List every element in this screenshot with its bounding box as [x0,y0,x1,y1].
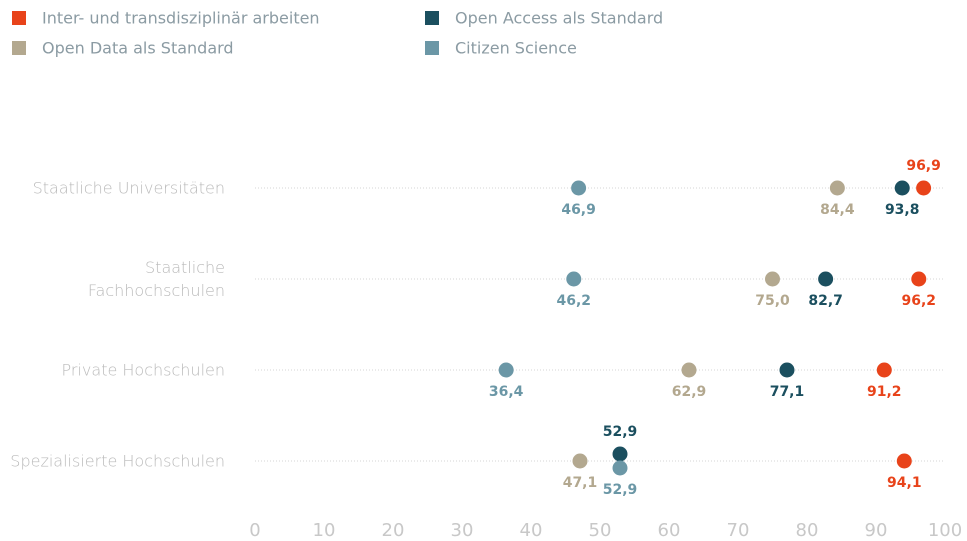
category-label: Staatliche Fachhochschulen [87,258,225,300]
dot [916,180,932,196]
dot [765,271,780,287]
x-tick-label: 70 [727,520,750,541]
dot [896,453,912,469]
dot [911,271,927,287]
value-label: 75,0 [755,293,790,309]
legend-label: Citizen Science [455,39,577,58]
dot [818,271,834,287]
category-label: Private Hochschulen [61,360,225,380]
dot [612,460,628,476]
value-label: 93,8 [885,202,920,218]
value-label: 62,9 [672,384,707,400]
value-label: 96,2 [902,293,937,309]
value-label: 82,7 [808,293,843,309]
x-tick-label: 20 [382,520,405,541]
value-label: 96,9 [906,158,941,174]
x-tick-label: 40 [520,520,543,541]
legend-swatch [12,11,26,25]
legend-label: Open Access als Standard [455,9,663,28]
legend-label: Open Data als Standard [42,39,234,58]
dot [572,453,588,469]
dot [566,271,582,287]
value-label: 52,9 [603,424,638,440]
legend-swatch [12,41,26,55]
dot [829,180,845,196]
x-tick-label: 60 [658,520,681,541]
dot [498,362,514,378]
x-tick-label: 50 [589,520,612,541]
value-label: 52,9 [603,482,638,498]
value-label: 77,1 [770,384,805,400]
dot [612,446,628,462]
value-label: 47,1 [563,475,598,491]
x-tick-label: 10 [313,520,336,541]
x-tick-label: 90 [865,520,888,541]
category-label: Spezialisierte Hochschulen [10,451,225,471]
x-tick-label: 80 [796,520,819,541]
value-label: 84,4 [820,202,855,218]
dot [681,362,697,378]
dot [571,180,587,196]
value-label: 94,1 [887,475,922,491]
x-tick-label: 100 [928,520,962,541]
value-label: 91,2 [867,384,902,400]
dot [876,362,892,378]
legend-swatch [425,11,439,25]
legend-label: Inter- und transdisziplinär arbeiten [42,9,320,28]
dot [779,362,795,378]
x-tick-label: 30 [451,520,474,541]
value-label: 46,2 [557,293,592,309]
category-label: Staatliche Universitäten [32,178,225,198]
value-label: 46,9 [561,202,596,218]
legend-swatch [425,41,439,55]
value-label: 36,4 [489,384,524,400]
dot [894,180,910,196]
x-tick-label: 0 [249,520,260,541]
